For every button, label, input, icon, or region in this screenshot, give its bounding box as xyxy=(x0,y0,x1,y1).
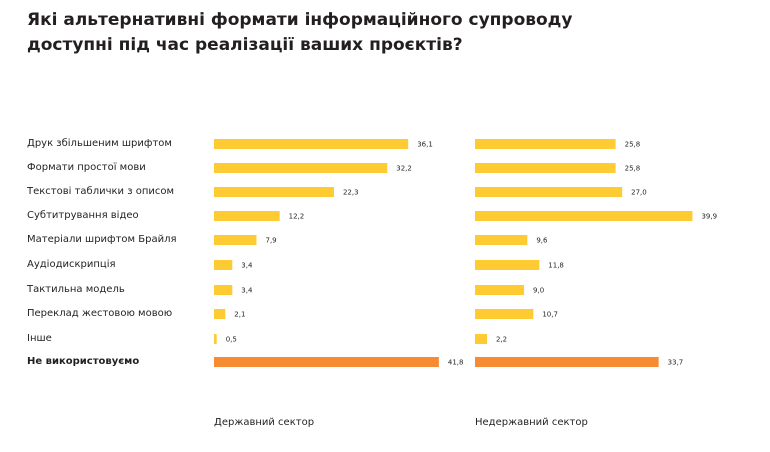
category-label-highlight: Не використовуємо xyxy=(27,356,140,367)
bar-public-3 xyxy=(214,211,280,221)
chart-title-line-2: доступні під час реалізації ваших проєкт… xyxy=(27,35,463,55)
value-label: 25,8 xyxy=(625,141,641,149)
category-label: Переклад жестовою мовою xyxy=(27,308,173,319)
bar-non-public-2 xyxy=(475,187,623,197)
category-label: Тактильна модель xyxy=(27,284,125,295)
value-label: 36,1 xyxy=(417,141,433,149)
bar-public-6 xyxy=(214,285,233,295)
value-label: 22,3 xyxy=(343,189,359,197)
category-label: Інше xyxy=(27,333,52,344)
bar-non-public-8 xyxy=(475,334,487,344)
bar-public-1 xyxy=(214,163,388,173)
value-label: 12,2 xyxy=(289,213,305,221)
category-label: Текстові таблички з описом xyxy=(27,186,175,197)
value-label: 7,9 xyxy=(266,237,277,245)
bar-non-public-9 xyxy=(475,357,659,367)
bar-public-5 xyxy=(214,260,233,270)
bar-public-2 xyxy=(214,187,334,197)
value-label: 9,6 xyxy=(536,237,548,245)
value-label: 25,8 xyxy=(625,165,641,173)
bar-non-public-1 xyxy=(475,163,616,173)
category-label: Матеріали шрифтом Брайля xyxy=(27,234,177,245)
value-label: 0,5 xyxy=(226,336,237,344)
value-label: 39,9 xyxy=(701,213,717,221)
value-label: 9,0 xyxy=(533,287,544,295)
value-label: 32,2 xyxy=(396,165,412,173)
bar-non-public-7 xyxy=(475,309,534,319)
value-label: 11,8 xyxy=(548,262,564,270)
bar-public-4 xyxy=(214,235,257,245)
value-label: 2,2 xyxy=(496,336,507,344)
category-label: Аудіодискрипція xyxy=(27,259,116,270)
value-label: 41,8 xyxy=(448,359,464,367)
bar-public-9 xyxy=(214,357,439,367)
chart-title: Які альтернативні формати інформаційного… xyxy=(27,8,587,58)
bar-non-public-0 xyxy=(475,139,616,149)
bar-public-8 xyxy=(214,334,217,344)
value-label: 10,7 xyxy=(542,311,558,319)
category-label: Друк збільшеним шрифтом xyxy=(27,138,172,149)
bar-non-public-6 xyxy=(475,285,525,295)
bar-public-7 xyxy=(214,309,226,319)
bar-non-public-3 xyxy=(475,211,693,221)
category-label: Формати простої мови xyxy=(27,162,146,173)
value-label: 3,4 xyxy=(241,287,253,295)
value-label: 27,0 xyxy=(631,189,647,197)
bar-non-public-5 xyxy=(475,260,540,270)
value-label: 33,7 xyxy=(668,359,684,367)
panel-title-non-public-sector: Недержавний сектор xyxy=(475,417,588,428)
bar-public-0 xyxy=(214,139,409,149)
value-label: 2,1 xyxy=(234,311,245,319)
bar-non-public-4 xyxy=(475,235,528,245)
chart-title-line-1: Які альтернативні формати інформаційного… xyxy=(27,10,573,30)
panel-title-public-sector: Державний сектор xyxy=(214,417,315,428)
value-label: 3,4 xyxy=(241,262,253,270)
category-label: Субтитрування відео xyxy=(27,210,139,221)
